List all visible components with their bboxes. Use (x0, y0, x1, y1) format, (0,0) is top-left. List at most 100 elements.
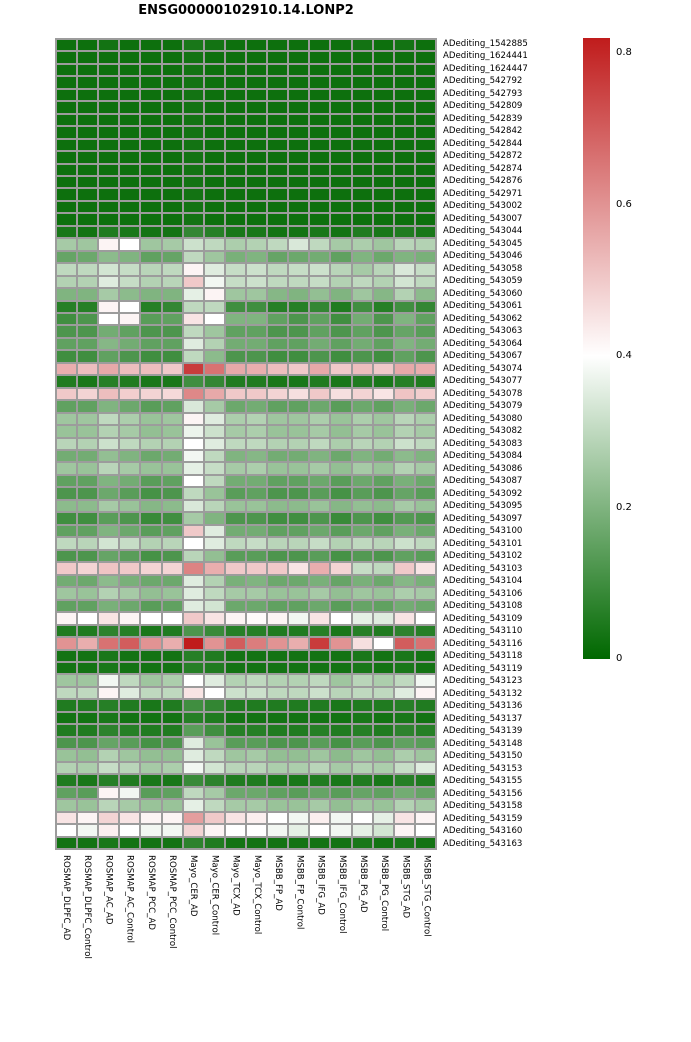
heatmap-cell (182, 76, 204, 89)
row-label: ADediting_542874 (443, 163, 523, 174)
heatmap-cell (203, 699, 225, 712)
heatmap-cell (351, 836, 373, 849)
heatmap-cell (182, 288, 204, 301)
heatmap-cell (393, 699, 415, 712)
heatmap-cell (414, 674, 436, 687)
heatmap-cell (203, 674, 225, 687)
heatmap-cell (161, 699, 183, 712)
heatmap-cell (56, 400, 78, 413)
heatmap-cell (140, 686, 162, 700)
heatmap-cell (182, 549, 204, 563)
heatmap-cell (98, 450, 120, 463)
heatmap-cell (414, 686, 436, 700)
heatmap-cell (161, 113, 183, 127)
heatmap-cell (330, 786, 352, 800)
heatmap-cell (182, 213, 204, 226)
heatmap-cell (288, 387, 310, 401)
heatmap-cell (140, 238, 162, 251)
heatmap-cell (56, 88, 78, 102)
heatmap-cell (182, 188, 204, 201)
heatmap-cell (245, 599, 268, 613)
heatmap-cell (140, 799, 162, 812)
heatmap-cell (182, 375, 204, 388)
heatmap-cell (245, 761, 268, 775)
row-label: ADediting_543002 (443, 201, 523, 212)
heatmap-cell (330, 337, 352, 351)
heatmap-cell (288, 674, 310, 687)
heatmap-cell (224, 711, 246, 725)
heatmap-cell (182, 799, 204, 812)
heatmap-cell (77, 151, 99, 164)
heatmap-cell (77, 175, 99, 189)
heatmap-cell (330, 462, 352, 475)
row-label: ADediting_543123 (443, 676, 523, 687)
heatmap-cell (245, 238, 268, 251)
heatmap-cell (56, 499, 78, 513)
heatmap-cell (56, 574, 78, 588)
row-label: ADediting_543046 (443, 251, 523, 262)
heatmap-cell (288, 824, 310, 837)
heatmap-cell (414, 699, 436, 712)
heatmap-cell (140, 462, 162, 475)
column-label: ROSMAP_AC_Control (119, 855, 140, 1005)
heatmap-cell (393, 587, 415, 600)
heatmap-cell (224, 686, 246, 700)
heatmap-cell (77, 686, 99, 700)
heatmap-cell (224, 225, 246, 239)
heatmap-cell (161, 350, 183, 363)
column-label-text: ROSMAP_AC_AD (103, 855, 114, 925)
heatmap-cell (414, 412, 436, 426)
heatmap-cell (161, 126, 183, 139)
heatmap-cell (224, 400, 246, 413)
heatmap-cell (77, 724, 99, 737)
heatmap-cell (372, 126, 394, 139)
heatmap-cell (245, 350, 268, 363)
heatmap-cell (288, 250, 310, 264)
heatmap-cell (140, 375, 162, 388)
heatmap-cell (393, 238, 415, 251)
heatmap-cell (288, 375, 310, 388)
heatmap-cell (77, 499, 99, 513)
heatmap-cell (414, 263, 436, 276)
heatmap-cell (203, 549, 225, 563)
heatmap-cell (77, 138, 99, 152)
heatmap-cell (224, 450, 246, 463)
heatmap-cell (372, 474, 394, 488)
heatmap-cell (330, 188, 352, 201)
heatmap-cell (245, 250, 268, 264)
heatmap-cell (245, 736, 268, 750)
heatmap-cell (393, 711, 415, 725)
heatmap-cell (393, 362, 415, 376)
heatmap-cell (119, 437, 141, 450)
heatmap-cell (267, 76, 289, 89)
heatmap-cell (309, 661, 331, 675)
heatmap-cell (56, 151, 78, 164)
heatmap-cell (182, 238, 204, 251)
heatmap-cell (309, 724, 331, 737)
heatmap-cell (182, 387, 204, 401)
heatmap-cell (119, 425, 141, 438)
heatmap-cell (224, 637, 246, 650)
heatmap-cell (224, 250, 246, 264)
heatmap-cell (140, 587, 162, 600)
heatmap-cell (372, 462, 394, 475)
row-label: ADediting_543148 (443, 738, 523, 749)
heatmap-cell (224, 811, 246, 825)
heatmap-cell (414, 51, 436, 64)
heatmap-cell (203, 574, 225, 588)
heatmap-cell (393, 562, 415, 575)
heatmap-cell (245, 76, 268, 89)
column-label-text: MSBB_IFG_AD (315, 855, 326, 915)
heatmap-cell (414, 101, 436, 114)
heatmap-cell (351, 724, 373, 737)
heatmap-cell (56, 412, 78, 426)
heatmap-cell (245, 188, 268, 201)
heatmap-cell (98, 799, 120, 812)
heatmap-cell (393, 724, 415, 737)
heatmap-cell (182, 113, 204, 127)
heatmap-cell (309, 300, 331, 313)
legend-tick-label: 0.4 (616, 350, 632, 362)
heatmap-cell (288, 649, 310, 662)
heatmap-cell (309, 524, 331, 538)
